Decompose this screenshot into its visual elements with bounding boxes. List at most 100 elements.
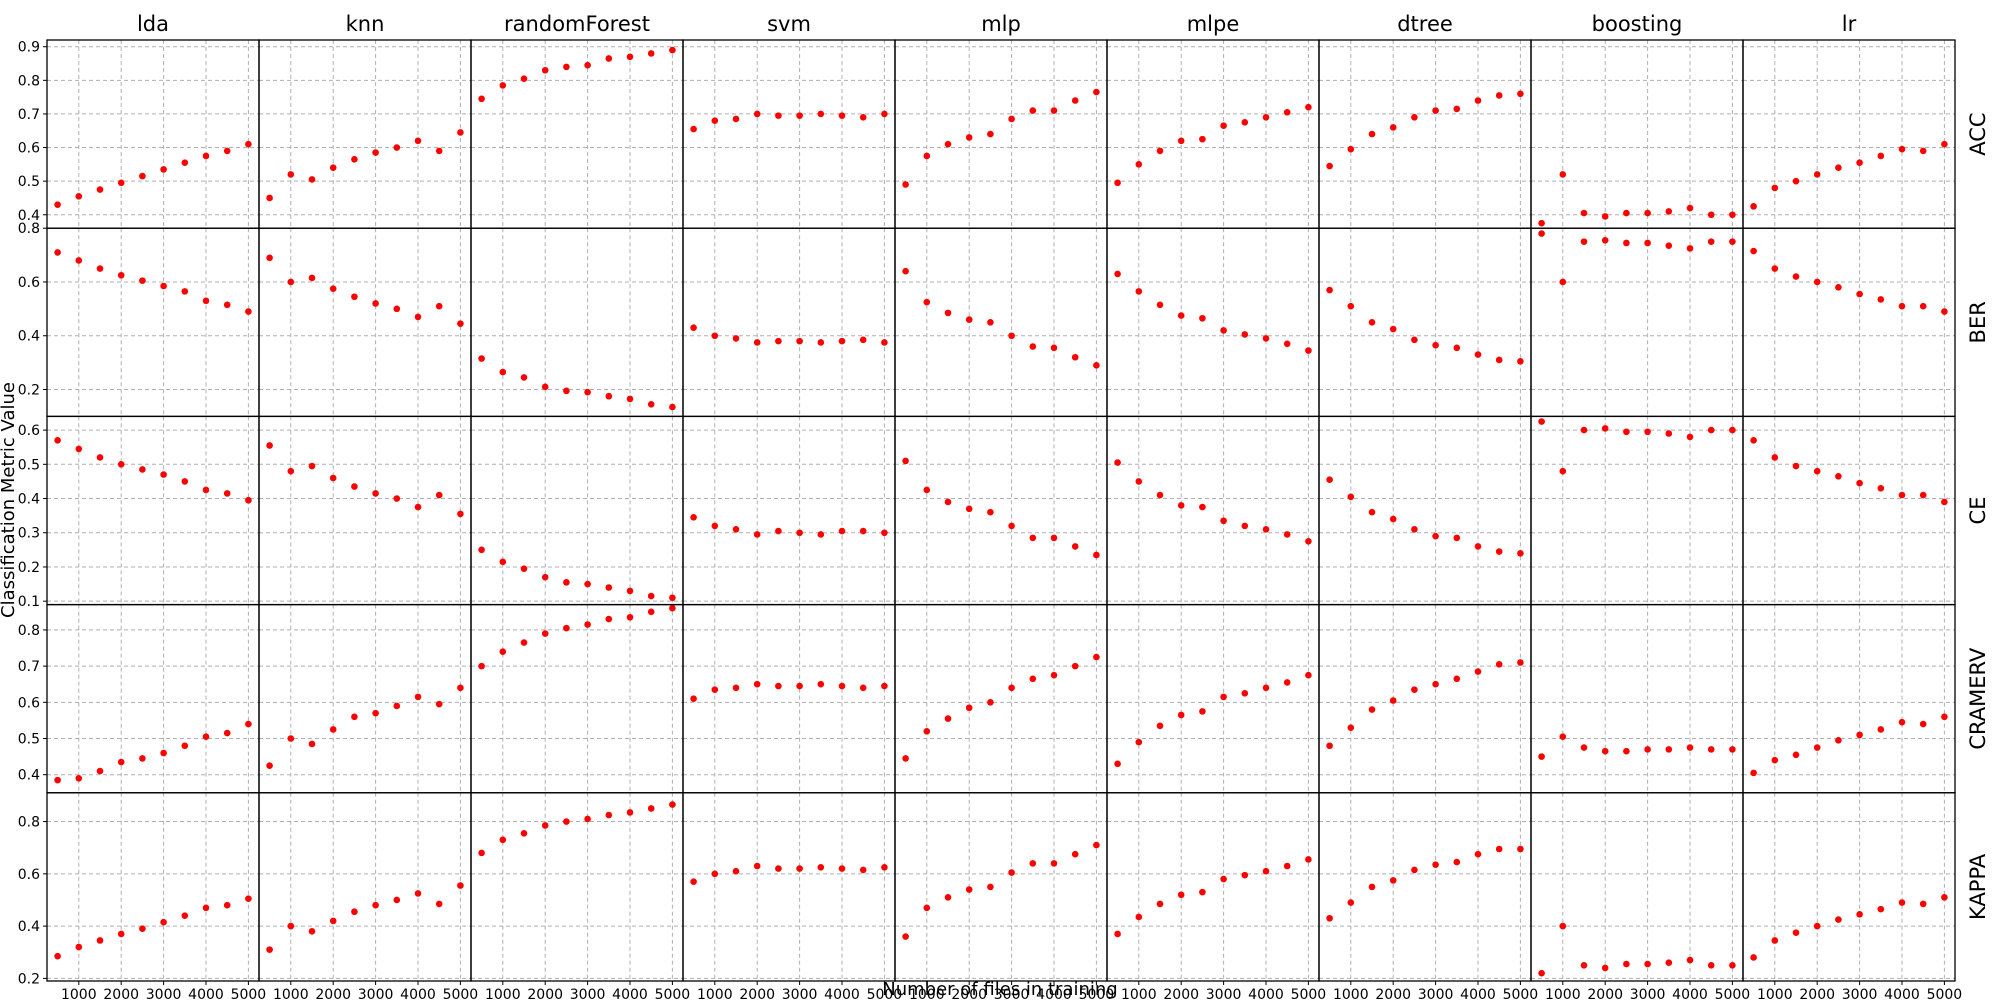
point-acc-boosting-1 xyxy=(1559,171,1567,178)
x-tick-label-lr: 2000 xyxy=(1799,987,1835,1000)
point-cramerv-mlp-3 xyxy=(965,704,973,712)
x-tick-label-mlp: 5000 xyxy=(1079,987,1115,1000)
point-ce-boosting-1 xyxy=(1559,467,1567,475)
point-acc-boosting-9 xyxy=(1729,211,1736,219)
point-ce-lr-2 xyxy=(1792,462,1800,470)
point-kappa-lda-9 xyxy=(245,895,252,902)
point-cramerv-dtree-1 xyxy=(1347,724,1355,731)
point-cramerv-knn-3 xyxy=(329,726,337,733)
point-cramerv-mlpe-3 xyxy=(1177,711,1185,719)
point-ber-svm-0 xyxy=(690,324,697,331)
point-ce-dtree-1 xyxy=(1347,493,1355,501)
y-tick-label-cramerv: 0.7 xyxy=(18,659,40,675)
y-tick-label-kappa: 0.6 xyxy=(18,867,40,883)
point-kappa-boosting-5 xyxy=(1644,960,1651,968)
point-kappa-svm-9 xyxy=(881,863,888,871)
x-tick-label-knn: 1000 xyxy=(273,987,309,1000)
y-axis-title: Classification Metric Value xyxy=(0,382,19,618)
point-acc-mlp-7 xyxy=(1050,107,1058,114)
point-kappa-svm-8 xyxy=(859,866,867,874)
x-tick-label-boosting: 3000 xyxy=(1630,987,1666,1000)
row-label-kappa: KAPPA xyxy=(1966,853,1990,920)
point-kappa-mlp-9 xyxy=(1093,841,1100,849)
point-ber-knn-5 xyxy=(372,300,379,307)
point-ce-mlpe-7 xyxy=(1262,526,1270,533)
x-tick-label-randomforest: 4000 xyxy=(612,987,648,1000)
point-cramerv-boosting-5 xyxy=(1644,746,1651,753)
point-acc-mlpe-7 xyxy=(1262,113,1270,121)
point-kappa-knn-6 xyxy=(393,896,401,904)
point-ber-mlpe-8 xyxy=(1283,340,1291,348)
point-kappa-dtree-2 xyxy=(1368,883,1376,891)
point-cramerv-boosting-7 xyxy=(1686,744,1694,751)
point-kappa-randomforest-4 xyxy=(563,818,570,825)
point-cramerv-mlpe-5 xyxy=(1220,693,1227,701)
point-kappa-mlp-3 xyxy=(965,886,973,893)
x-tick-label-mlp: 2000 xyxy=(951,987,987,1000)
point-ce-boosting-9 xyxy=(1729,426,1736,434)
point-ber-svm-1 xyxy=(711,332,719,340)
point-ber-mlpe-4 xyxy=(1199,314,1206,322)
point-cramerv-randomforest-3 xyxy=(541,630,549,637)
point-cramerv-mlp-9 xyxy=(1093,653,1100,661)
x-tick-label-randomforest: 2000 xyxy=(527,987,563,1000)
point-ce-mlpe-9 xyxy=(1305,537,1312,545)
point-acc-boosting-2 xyxy=(1580,209,1588,217)
point-ce-randomforest-6 xyxy=(605,584,613,591)
point-kappa-lr-3 xyxy=(1813,922,1821,930)
column-title-mlpe: mlpe xyxy=(1187,12,1240,36)
point-acc-dtree-5 xyxy=(1432,107,1439,114)
point-kappa-svm-2 xyxy=(732,867,740,875)
point-acc-svm-2 xyxy=(732,115,740,123)
point-cramerv-svm-8 xyxy=(859,684,867,692)
x-tick-label-dtree: 3000 xyxy=(1418,987,1454,1000)
point-kappa-dtree-8 xyxy=(1495,845,1503,853)
point-kappa-dtree-5 xyxy=(1432,861,1439,868)
point-kappa-knn-1 xyxy=(287,922,295,930)
point-ber-mlpe-2 xyxy=(1156,301,1164,309)
point-acc-mlpe-9 xyxy=(1305,103,1312,111)
point-acc-boosting-0 xyxy=(1538,219,1545,227)
point-kappa-randomforest-7 xyxy=(626,809,634,816)
point-ce-lda-7 xyxy=(202,486,210,494)
point-ce-boosting-7 xyxy=(1686,433,1694,441)
point-kappa-svm-6 xyxy=(817,863,825,871)
point-ce-lr-1 xyxy=(1771,454,1779,461)
point-kappa-lda-5 xyxy=(160,918,167,926)
point-kappa-svm-0 xyxy=(690,878,697,885)
point-ber-mlpe-1 xyxy=(1135,288,1143,295)
point-kappa-knn-3 xyxy=(329,917,337,925)
point-kappa-lda-3 xyxy=(117,930,125,938)
point-ber-dtree-3 xyxy=(1389,325,1397,333)
point-ce-knn-2 xyxy=(308,462,316,470)
point-cramerv-randomforest-1 xyxy=(499,648,507,655)
point-ce-randomforest-8 xyxy=(647,592,655,600)
y-tick-label-cramerv: 0.4 xyxy=(18,768,40,784)
labels-layer: Number of files in training Classificati… xyxy=(0,12,1990,1003)
point-cramerv-dtree-7 xyxy=(1474,668,1482,675)
point-cramerv-randomforest-9 xyxy=(669,604,676,612)
point-kappa-knn-9 xyxy=(457,882,464,889)
point-kappa-lda-8 xyxy=(223,901,231,909)
point-ce-mlpe-2 xyxy=(1156,491,1164,499)
point-acc-lr-9 xyxy=(1941,140,1948,148)
point-ber-dtree-8 xyxy=(1495,356,1503,364)
point-acc-mlpe-6 xyxy=(1241,119,1249,126)
point-acc-mlp-8 xyxy=(1071,97,1079,104)
point-ce-mlpe-1 xyxy=(1135,478,1143,485)
point-cramerv-mlp-5 xyxy=(1008,684,1015,692)
point-ce-dtree-6 xyxy=(1453,534,1461,542)
point-kappa-lr-7 xyxy=(1898,899,1906,906)
point-ce-randomforest-9 xyxy=(669,594,676,602)
point-kappa-boosting-9 xyxy=(1729,962,1736,969)
point-ber-dtree-1 xyxy=(1347,302,1355,310)
point-kappa-mlp-7 xyxy=(1050,860,1058,867)
y-tick-label-kappa: 0.2 xyxy=(18,971,40,987)
x-axis-title: Number of files in training xyxy=(882,979,1117,1000)
point-acc-mlp-1 xyxy=(923,152,931,160)
point-ce-dtree-3 xyxy=(1389,515,1397,523)
x-tick-label-dtree: 5000 xyxy=(1503,987,1539,1000)
point-ce-lda-3 xyxy=(117,461,125,468)
point-acc-lr-1 xyxy=(1771,184,1779,192)
point-cramerv-boosting-0 xyxy=(1538,753,1545,760)
